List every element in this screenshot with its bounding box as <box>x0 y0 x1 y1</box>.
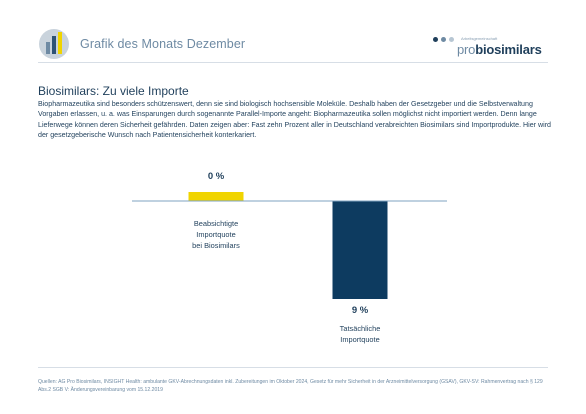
header-divider <box>38 62 548 63</box>
category-label-2-line-1: Tatsächliche <box>340 324 381 333</box>
source-note: Quellen: AG Pro Biosimilars, INSIGHT Hea… <box>38 379 543 393</box>
footer-divider <box>38 367 548 368</box>
brand-name-bio: biosimilars <box>475 42 542 57</box>
article-intro: Biopharmazeutika sind besonders schützen… <box>38 100 551 140</box>
brand-name-pro: pro <box>457 42 476 57</box>
value-label-2: 9 % <box>352 305 369 316</box>
category-label-1-line-3: bei Biosimilars <box>192 241 240 250</box>
value-label-1: 0 % <box>208 171 225 182</box>
brand-tagline: Arbeitsgemeinschaft <box>461 36 498 41</box>
brand-logo: Arbeitsgemeinschaft probiosimilars <box>433 33 548 61</box>
bar-1 <box>188 192 244 201</box>
category-label-1-line-2: Importquote <box>196 230 235 239</box>
bar-2 <box>332 201 388 299</box>
category-label-2-line-2: Importquote <box>340 335 379 344</box>
page-header-title: Grafik des Monats Dezember <box>80 37 246 51</box>
category-label-1-line-1: Beabsichtigte <box>194 219 238 228</box>
graph-logo-icon <box>39 29 69 59</box>
brand-dots-icon <box>433 37 454 42</box>
brand-name: probiosimilars <box>457 42 542 57</box>
article-heading: Biosimilars: Zu viele Importe <box>38 84 189 98</box>
